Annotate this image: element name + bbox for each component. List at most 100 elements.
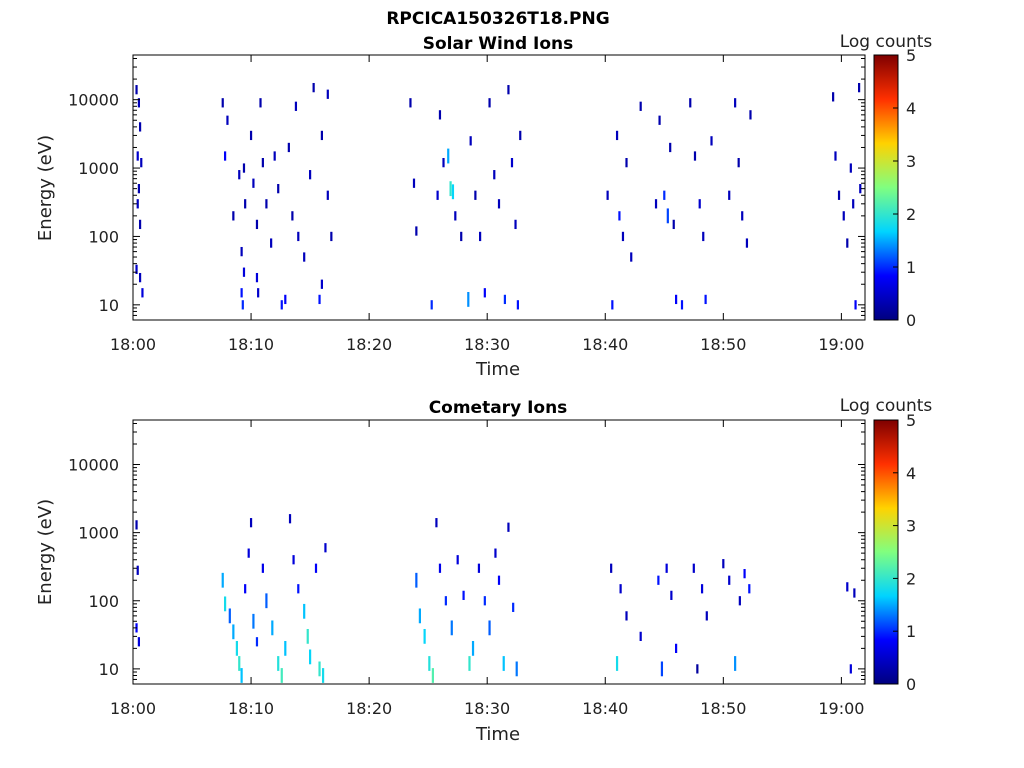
- heatmap-cell: [619, 584, 622, 594]
- heatmap-cell: [519, 130, 522, 141]
- heatmap-cell: [610, 563, 613, 573]
- heatmap-cell: [303, 252, 306, 262]
- panel-title: Solar Wind Ions: [423, 34, 574, 54]
- heatmap-cell: [326, 89, 329, 99]
- y-tick-label: 10: [99, 660, 119, 679]
- heatmap-cell: [257, 288, 260, 298]
- colorbar-tick-label: 0: [906, 311, 916, 330]
- heatmap-cell: [284, 640, 287, 656]
- heatmap-cell: [853, 588, 856, 598]
- heatmap-cell: [138, 219, 142, 230]
- heatmap-cell: [474, 190, 477, 200]
- heatmap-cell: [696, 664, 699, 674]
- x-tick-label: 18:20: [346, 335, 392, 354]
- heatmap-cell: [221, 98, 224, 108]
- heatmap-cell: [488, 620, 491, 636]
- heatmap-cell: [693, 151, 697, 161]
- x-tick-label: 18:10: [228, 699, 274, 718]
- heatmap-cell: [479, 231, 482, 242]
- y-axis-label: Energy (eV): [35, 499, 56, 605]
- heatmap-cell: [507, 85, 510, 95]
- heatmap-cell: [674, 294, 678, 305]
- heatmap-cell: [745, 238, 749, 248]
- heatmap-cell: [291, 211, 294, 221]
- heatmap-cell: [857, 82, 861, 93]
- x-tick-label: 18:30: [464, 699, 510, 718]
- heatmap-cell: [748, 584, 751, 594]
- heatmap-cell: [737, 158, 740, 168]
- heatmap-cell: [273, 151, 276, 161]
- heatmap-cell: [284, 294, 287, 305]
- figure-title: RPCICA150326T18.PNG: [386, 9, 609, 29]
- heatmap-cell: [135, 264, 138, 275]
- heatmap-cell: [221, 572, 224, 588]
- heatmap-cell: [450, 620, 453, 636]
- x-tick-label: 18:40: [582, 699, 628, 718]
- heatmap-cell: [834, 151, 837, 161]
- heatmap-cell: [135, 85, 138, 95]
- heatmap-cell: [467, 291, 470, 307]
- heatmap-cell: [321, 668, 325, 683]
- colorbar-tick-label: 3: [906, 152, 916, 171]
- heatmap-cell: [469, 136, 472, 146]
- heatmap-cell: [728, 575, 731, 585]
- heatmap-cell: [280, 300, 283, 310]
- heatmap-cell: [438, 110, 442, 120]
- x-axis-label: Time: [475, 359, 520, 380]
- heatmap-cell: [468, 656, 471, 671]
- heatmap-cell: [277, 656, 280, 671]
- x-tick-label: 18:10: [228, 335, 274, 354]
- heatmap-cell: [700, 584, 704, 594]
- heatmap-cell: [294, 101, 298, 111]
- plot-area: [132, 54, 866, 321]
- heatmap-cell: [846, 582, 849, 592]
- heatmap-cell: [674, 643, 678, 653]
- heatmap-cell: [223, 151, 227, 161]
- colorbar-tick-label: 3: [906, 517, 916, 536]
- heatmap-cell: [515, 661, 518, 677]
- y-tick-label: 1000: [78, 159, 119, 178]
- heatmap-cell: [244, 199, 247, 209]
- plot-area: [132, 419, 866, 685]
- heatmap-cell: [415, 226, 418, 236]
- heatmap-cell: [270, 238, 273, 248]
- heatmap-cell: [228, 608, 231, 624]
- colorbar-tick-label: 5: [906, 411, 916, 430]
- heatmap-cell: [428, 656, 431, 671]
- x-tick-label: 19:00: [818, 699, 864, 718]
- heatmap-cell: [670, 590, 673, 600]
- heatmap-cell: [483, 288, 486, 298]
- heatmap-cell: [277, 184, 280, 194]
- heatmap-cell: [630, 252, 633, 262]
- heatmap-cell: [514, 219, 517, 230]
- y-axis-ticks: 10 100 1000 10000: [68, 57, 865, 321]
- heatmap-cell: [242, 267, 246, 277]
- heatmap-cell: [692, 563, 695, 573]
- heatmap-cell: [749, 110, 752, 120]
- heatmap-cell: [330, 231, 333, 242]
- colorbar-tick-label: 5: [906, 46, 916, 65]
- heatmap-cell: [438, 563, 442, 573]
- heatmap-cell: [140, 158, 143, 168]
- heatmap-cell: [255, 219, 259, 230]
- heatmap-cell: [431, 668, 434, 683]
- heatmap-cell: [483, 596, 486, 606]
- heatmap-cell: [138, 272, 142, 283]
- x-tick-label: 18:50: [700, 335, 746, 354]
- colorbar-gradient: [873, 54, 899, 321]
- heatmap-cell: [449, 181, 452, 197]
- heatmap-cell: [704, 294, 707, 305]
- heatmap-cell: [512, 602, 515, 612]
- y-tick-label: 10000: [68, 91, 119, 110]
- x-tick-label: 19:00: [818, 335, 864, 354]
- heatmap-cell: [318, 294, 321, 305]
- x-tick-label: 18:00: [110, 699, 156, 718]
- heatmap-cell: [240, 668, 243, 683]
- heatmap-cell: [259, 98, 262, 108]
- heatmap-cell: [705, 611, 708, 621]
- heatmap-cell: [493, 170, 496, 180]
- heatmap-cell: [503, 294, 507, 305]
- heatmap-cell: [702, 231, 705, 242]
